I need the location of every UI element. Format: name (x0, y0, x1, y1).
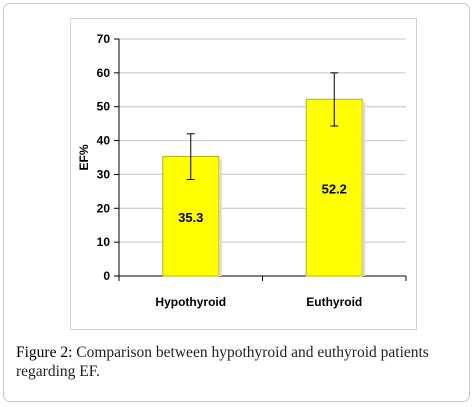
x-tick-label: Euthyroid (306, 295, 362, 309)
bar-shadow (218, 159, 222, 276)
y-tick-label: 50 (97, 100, 111, 114)
caption-text: Comparison between hypothyroid and euthy… (16, 344, 429, 380)
y-tick-label: 0 (103, 269, 110, 283)
y-axis-label: EF% (77, 144, 91, 170)
y-tick-label: 20 (97, 201, 111, 215)
figure-frame: 0 10 20 30 40 50 60 70 EF% 35.3 Hypothyroid 52.2 Eut… (3, 3, 470, 402)
x-tick-label: Hypothyroid (155, 295, 226, 309)
bar (305, 98, 363, 277)
y-tick-label: 30 (97, 167, 111, 181)
bar-chart: 0 10 20 30 40 50 60 70 EF% 35.3 Hypothyroid 52.2 Eut… (77, 32, 407, 309)
y-tick-label: 10 (97, 235, 111, 249)
bar-shadow (362, 102, 366, 276)
data-label: 35.3 (178, 210, 203, 225)
figure-caption: Figure 2: Comparison between hypothyroid… (16, 343, 468, 381)
chart-area (70, 18, 417, 330)
data-label: 52.2 (322, 182, 347, 197)
y-tick-label: 60 (97, 66, 111, 80)
y-tick-label: 70 (97, 32, 111, 46)
y-tick-label: 40 (97, 134, 111, 148)
caption-label: Figure 2: (16, 344, 73, 361)
